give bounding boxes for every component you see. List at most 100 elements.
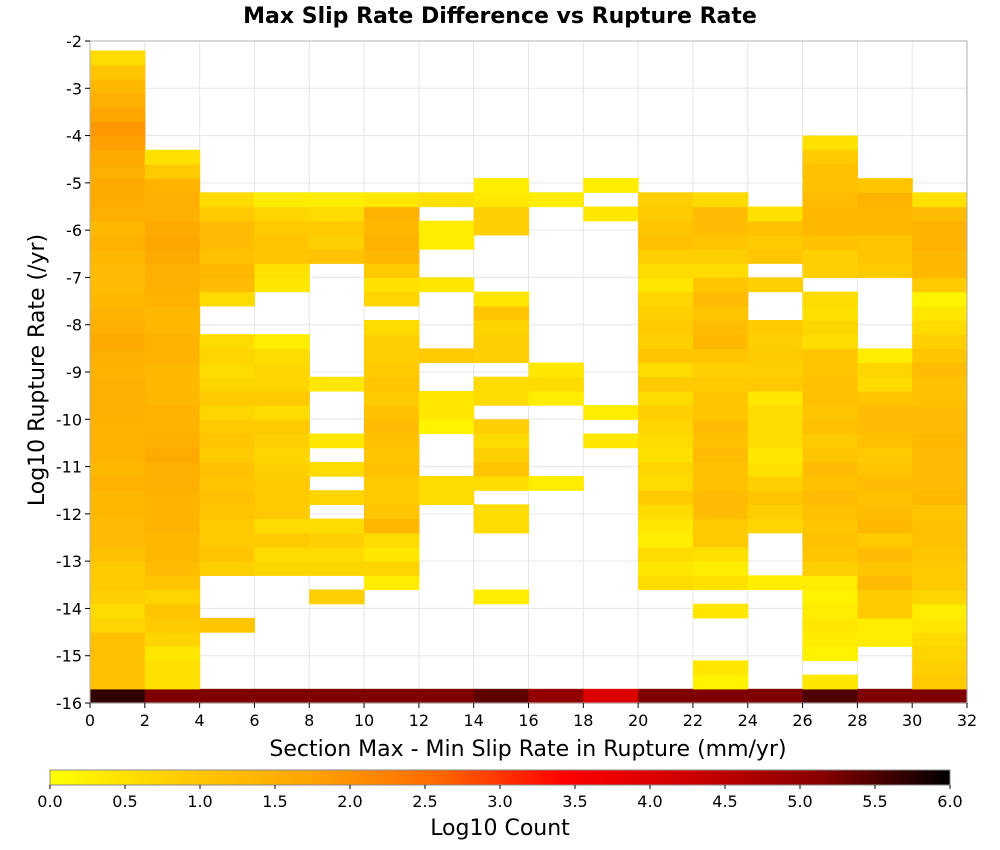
heatmap-cell — [309, 376, 365, 392]
heatmap-cell — [802, 334, 858, 349]
heatmap-cell — [692, 603, 749, 619]
heatmap-cell — [144, 461, 201, 477]
heatmap-cell — [254, 532, 310, 548]
heatmap-cell — [747, 476, 804, 491]
heatmap-cell — [90, 362, 146, 378]
heatmap-cell — [747, 518, 804, 534]
heatmap-cell — [309, 220, 365, 236]
heatmap-cell — [90, 461, 146, 477]
heatmap-cell — [802, 603, 858, 619]
heatmap-cell — [418, 192, 475, 208]
heatmap-cell — [473, 206, 530, 222]
heatmap-cell — [364, 405, 420, 420]
heatmap-cell — [802, 646, 858, 662]
heatmap-cell — [583, 433, 639, 449]
heatmap-cell — [90, 149, 146, 165]
heatmap-cell — [692, 546, 749, 562]
heatmap-cell — [90, 277, 146, 293]
heatmap-cell — [364, 263, 420, 279]
heatmap-cell — [638, 575, 694, 591]
heatmap-cell — [857, 532, 913, 548]
heatmap-cell — [144, 660, 201, 676]
heatmap-cell — [254, 249, 310, 264]
heatmap-cell — [802, 291, 858, 307]
heatmap-cell — [364, 390, 420, 406]
heatmap-cell — [254, 561, 310, 576]
heatmap-cell — [857, 476, 913, 491]
heatmap-cell — [802, 348, 858, 364]
heatmap-cell — [857, 433, 913, 449]
heatmap-cell — [199, 546, 256, 562]
heatmap-cell — [90, 93, 146, 108]
y-tick-label: -7 — [66, 268, 82, 287]
heatmap-cell — [912, 433, 968, 449]
heatmap-cell — [199, 334, 256, 349]
heatmap-cell — [254, 490, 310, 505]
heatmap-cell — [144, 646, 201, 662]
heatmap-cell — [144, 376, 201, 392]
heatmap-cell — [90, 50, 146, 66]
heatmap-cell — [692, 348, 749, 364]
heatmap-cell — [364, 192, 420, 208]
heatmap-cell — [144, 405, 201, 420]
heatmap-cell — [473, 348, 530, 364]
y-axis-label: Log10 Rupture Rate (/yr) — [25, 234, 50, 506]
heatmap-cell — [802, 405, 858, 420]
heatmap-cell — [364, 348, 420, 364]
heatmap-cell — [364, 504, 420, 520]
heatmap-cell — [254, 390, 310, 406]
heatmap-cell — [90, 646, 146, 662]
heatmap-cell — [90, 518, 146, 534]
heatmap-cell — [802, 447, 858, 463]
x-tick-label: 32 — [957, 711, 977, 730]
heatmap-cell — [857, 504, 913, 520]
heatmap-cell — [857, 220, 913, 236]
heatmap-cell — [473, 319, 530, 335]
heatmap-cell — [144, 447, 201, 463]
heatmap-cell — [254, 334, 310, 349]
heatmap-cell — [747, 461, 804, 477]
heatmap-cell — [638, 206, 694, 222]
heatmap-cell — [692, 334, 749, 349]
heatmap-cell — [144, 532, 201, 548]
heatmap-cell — [638, 362, 694, 378]
heatmap-cell — [364, 334, 420, 349]
heatmap-cell — [802, 632, 858, 647]
heatmap-cell — [583, 206, 639, 222]
y-tick-label: -2 — [66, 32, 82, 51]
heatmap-cell — [199, 419, 256, 435]
heatmap-cell — [802, 490, 858, 505]
heatmap-cell — [90, 603, 146, 619]
heatmap-cell — [90, 589, 146, 605]
heatmap-cell — [473, 220, 530, 236]
heatmap-cell — [802, 135, 858, 151]
heatmap-cell — [638, 490, 694, 505]
heatmap-cell — [144, 688, 201, 704]
colorbar-tick-label: 2.0 — [337, 792, 362, 811]
heatmap-cell — [199, 362, 256, 378]
heatmap-cell — [473, 447, 530, 463]
y-tick-label: -15 — [56, 647, 82, 666]
heatmap-cell — [418, 688, 475, 704]
heatmap-cell — [912, 490, 968, 505]
heatmap-cell — [638, 305, 694, 321]
x-tick-label: 16 — [518, 711, 538, 730]
heatmap-cell — [692, 405, 749, 420]
heatmap-cell — [90, 490, 146, 505]
heatmap-cell — [90, 64, 146, 80]
heatmap-cell — [144, 617, 201, 633]
heatmap-cell — [638, 518, 694, 534]
heatmap-cell — [857, 178, 913, 193]
heatmap-cell — [254, 192, 310, 208]
heatmap-cell — [692, 305, 749, 321]
heatmap-cell — [199, 376, 256, 392]
x-tick-label: 4 — [195, 711, 205, 730]
heatmap-cell — [144, 575, 201, 591]
heatmap-cell — [528, 362, 584, 378]
heatmap-cell — [90, 206, 146, 222]
heatmap-cell — [802, 390, 858, 406]
heatmap-cell — [90, 319, 146, 335]
x-tick-label: 12 — [409, 711, 429, 730]
heatmap-cell — [857, 206, 913, 222]
heatmap-cell — [90, 674, 146, 690]
